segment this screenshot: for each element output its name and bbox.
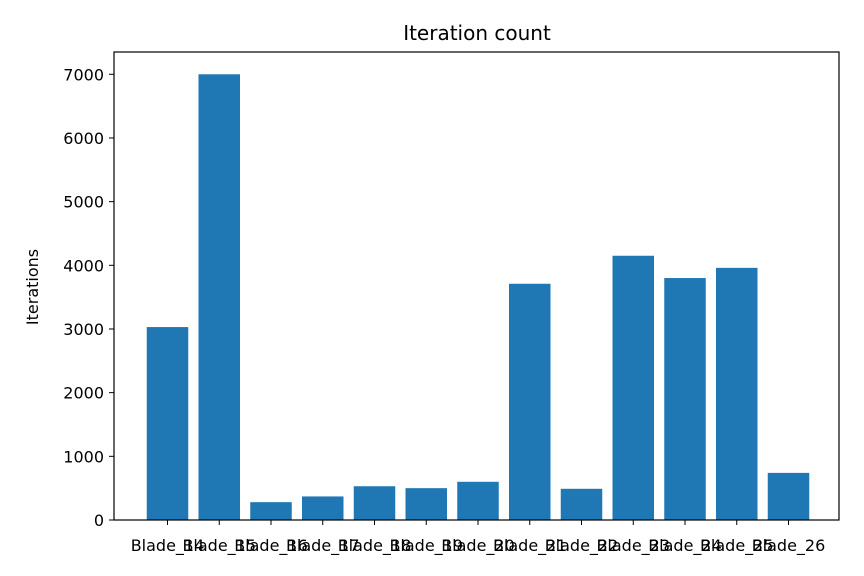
- bar-blade-18: [353, 486, 396, 520]
- x-tick-label: Blade_20: [441, 536, 515, 556]
- bar-blade-26: [767, 472, 810, 520]
- x-tick-label: Blade_15: [182, 536, 256, 556]
- x-tick-label: Blade_22: [545, 536, 619, 556]
- bar-blade-20: [457, 481, 499, 520]
- y-tick-label: 7000: [63, 65, 104, 84]
- chart-title: Iteration count: [403, 21, 551, 45]
- y-tick-label: 3000: [63, 320, 104, 339]
- plot-frame: [113, 51, 840, 521]
- x-tick-label: Blade_21: [493, 536, 567, 556]
- x-axis: Blade_14Blade_15Blade_16Blade_17Blade_18…: [131, 520, 826, 556]
- y-tick-label: 5000: [63, 193, 104, 212]
- bar-blade-17: [302, 496, 344, 520]
- x-tick-label: Blade_14: [131, 536, 205, 556]
- bars-group: [146, 74, 810, 520]
- bar-blade-24: [664, 278, 706, 520]
- x-tick-label: Blade_26: [752, 536, 826, 556]
- bar-blade-16: [250, 502, 292, 520]
- bar-blade-19: [405, 488, 447, 520]
- x-tick-label: Blade_25: [700, 536, 774, 556]
- y-tick-label: 0: [94, 511, 104, 530]
- bar-blade-15: [198, 74, 240, 520]
- x-tick-label: Blade_19: [389, 536, 463, 556]
- x-tick-label: Blade_16: [234, 536, 308, 556]
- x-tick-label: Blade_18: [338, 536, 412, 556]
- y-axis-label: Iterations: [23, 249, 42, 325]
- x-tick-label: Blade_23: [596, 536, 670, 556]
- bar-blade-22: [560, 488, 603, 520]
- y-axis: 0 1000 2000 3000 4000 5000 6000 7000: [63, 65, 114, 530]
- x-tick-label: Blade_24: [648, 536, 722, 556]
- bar-blade-25: [716, 267, 758, 520]
- bar-blade-14: [146, 327, 189, 520]
- y-tick-label: 1000: [63, 447, 104, 466]
- y-tick-label: 4000: [63, 256, 104, 275]
- y-tick-label: 6000: [63, 129, 104, 148]
- x-tick-label: Blade_17: [286, 536, 360, 556]
- y-tick-label: 2000: [63, 384, 104, 403]
- bar-blade-23: [612, 255, 654, 520]
- bar-blade-21: [509, 283, 551, 520]
